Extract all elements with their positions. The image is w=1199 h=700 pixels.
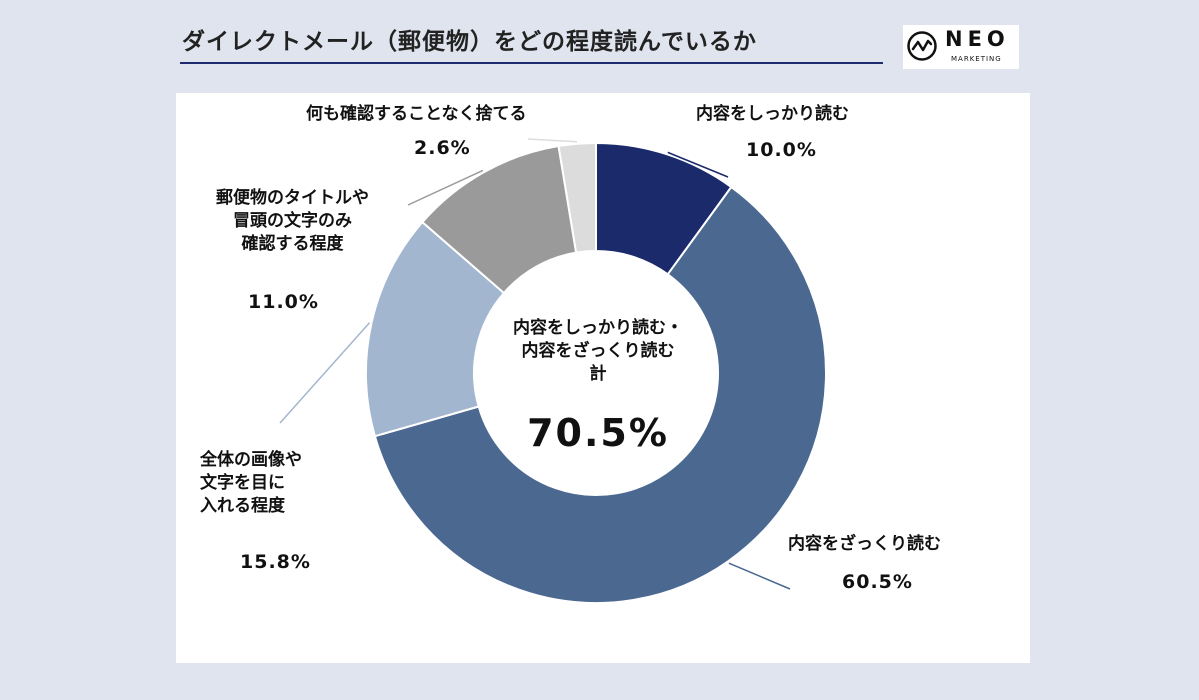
slice-discard — [557, 141, 597, 254]
slice-label-discard: 何も確認することなく捨てる — [306, 104, 527, 124]
logo-subtext: MARKETING — [951, 55, 1002, 63]
leader-line-thoroughly-read — [667, 151, 729, 178]
neo-marketing-logo: NEO MARKETING — [903, 25, 1019, 69]
slice-roughly-read — [373, 185, 827, 604]
slice-glance-images — [365, 220, 506, 438]
slice-label-glance-images: 全体の画像や 文字を目に 入れる程度 — [200, 450, 302, 516]
logo-wordmark: NEO — [945, 27, 1010, 51]
slice-value-glance-images: 15.8% — [240, 551, 311, 573]
chart-title: ダイレクトメール（郵便物）をどの程度読んでいるか — [182, 29, 757, 55]
center-caption: 内容をしっかり読む・ 内容をざっくり読む 計 — [513, 318, 683, 384]
center-total-value: 70.5% — [527, 411, 669, 455]
title-underline — [180, 62, 883, 64]
slice-value-thoroughly-read: 10.0% — [746, 139, 817, 161]
leader-line-roughly-read — [728, 562, 791, 590]
chart-panel: 内容をしっかり読む・ 内容をざっくり読む 計 70.5% 内容をしっかり読む 1… — [176, 93, 1030, 663]
leader-line-glance-images — [279, 322, 371, 424]
logo-wave-icon — [907, 31, 937, 61]
slice-value-roughly-read: 60.5% — [842, 571, 913, 593]
slice-label-title-only: 郵便物のタイトルや 冒頭の文字のみ 確認する程度 — [216, 188, 369, 254]
slice-value-title-only: 11.0% — [248, 291, 319, 313]
leader-line-discard — [527, 138, 578, 143]
leader-line-title-only — [407, 169, 484, 206]
slice-value-discard: 2.6% — [414, 137, 471, 159]
slice-label-thoroughly-read: 内容をしっかり読む — [696, 104, 849, 124]
donut-chart — [279, 138, 827, 604]
slice-label-roughly-read: 内容をざっくり読む — [788, 534, 941, 554]
